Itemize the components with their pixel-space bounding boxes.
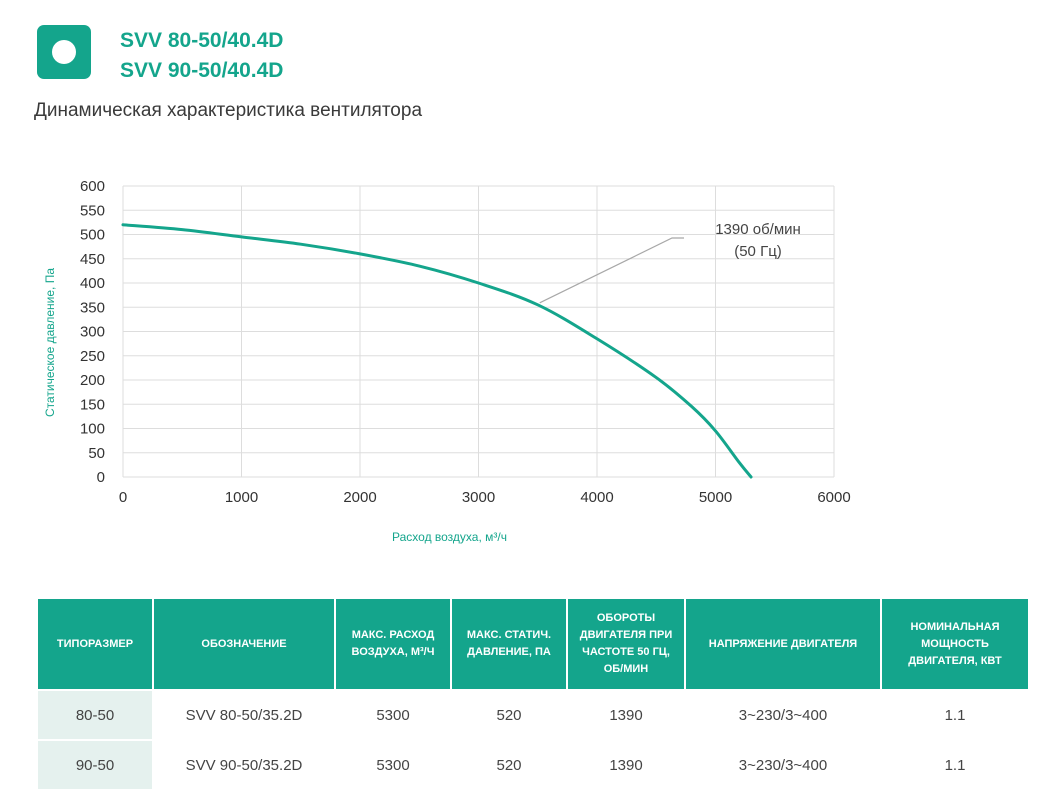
y-tick-label: 0 [97,469,105,486]
brand-logo-icon [37,25,91,79]
cell-max-pressure: 520 [452,691,566,739]
y-tick-label: 300 [80,324,105,341]
cell-motor-speed: 1390 [568,691,684,739]
y-tick-label: 350 [80,299,105,316]
header-max-pressure: МАКС. СТАТИЧ. ДАВЛЕНИЕ, ПА [452,599,566,689]
cell-size: 90-50 [38,741,152,789]
y-tick-label: 400 [80,275,105,292]
cell-max-pressure: 520 [452,741,566,789]
y-tick-label: 250 [80,348,105,365]
specs-table: ТИПОРАЗМЕР ОБОЗНАЧЕНИЕ МАКС. РАСХОД ВОЗД… [36,597,1030,791]
cell-size: 80-50 [38,691,152,739]
y-tick-label: 450 [80,251,105,268]
x-tick-label: 5000 [699,489,732,506]
model-title-1: SVV 80-50/40.4D [120,29,284,52]
header-motor-voltage: НАПРЯЖЕНИЕ ДВИГАТЕЛЯ [686,599,880,689]
cell-motor-voltage: 3~230/3~400 [686,741,880,789]
annotation-label-speed: 1390 об/мин [715,221,801,238]
x-axis-title: Расход воздуха, м³/ч [392,530,507,544]
model-title-2: SVV 90-50/40.4D [120,59,284,82]
header-designation: ОБОЗНАЧЕНИЕ [154,599,334,689]
y-tick-label: 500 [80,227,105,244]
y-tick-label: 550 [80,202,105,219]
cell-max-airflow: 5300 [336,741,450,789]
x-tick-label: 3000 [462,489,495,506]
y-tick-label: 200 [80,372,105,389]
y-tick-label: 50 [88,445,105,462]
cell-designation: SVV 80-50/35.2D [154,691,334,739]
y-tick-label: 150 [80,396,105,413]
cell-max-airflow: 5300 [336,691,450,739]
cell-motor-voltage: 3~230/3~400 [686,691,880,739]
series-line [121,223,753,479]
annotation-leader-line [539,237,684,304]
chart-subtitle: Динамическая характеристика вентилятора [34,100,423,121]
header-motor-power: НОМИНАЛЬНАЯ МОЩНОСТЬ ДВИГАТЕЛЯ, КВТ [882,599,1028,689]
cell-motor-speed: 1390 [568,741,684,789]
x-tick-label: 1000 [225,489,258,506]
x-tick-label: 4000 [580,489,613,506]
annotation-label-frequency: (50 Гц) [734,243,782,260]
header-max-airflow: МАКС. РАСХОД ВОЗДУХА, М³/Ч [336,599,450,689]
header-motor-speed: ОБОРОТЫ ДВИГАТЕЛЯ ПРИ ЧАСТОТЕ 50 ГЦ, ОБ/… [568,599,684,689]
cell-designation: SVV 90-50/35.2D [154,741,334,789]
cell-motor-power: 1.1 [882,691,1028,739]
y-axis-title: Статическое давление, Па [43,268,57,417]
table-header-row: ТИПОРАЗМЕР ОБОЗНАЧЕНИЕ МАКС. РАСХОД ВОЗД… [38,599,1028,689]
x-tick-label: 2000 [343,489,376,506]
table-row: 90-50 SVV 90-50/35.2D 5300 520 1390 3~23… [38,741,1028,789]
cell-motor-power: 1.1 [882,741,1028,789]
y-tick-label: 100 [80,421,105,438]
x-tick-label: 0 [119,489,127,506]
y-tick-label: 600 [80,178,105,195]
header-size: ТИПОРАЗМЕР [38,599,152,689]
table-row: 80-50 SVV 80-50/35.2D 5300 520 1390 3~23… [38,691,1028,739]
x-tick-label: 6000 [817,489,850,506]
